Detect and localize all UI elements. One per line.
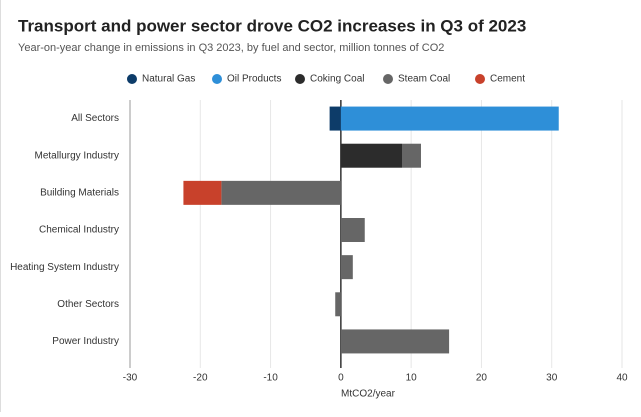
y-tick-label: Heating System Industry <box>10 262 119 273</box>
legend-swatch <box>475 74 485 84</box>
x-tick-label: 0 <box>338 373 344 384</box>
bar <box>183 180 222 205</box>
legend-label: Steam Coal <box>398 74 450 85</box>
bar <box>340 218 365 242</box>
legend-label: Cement <box>490 74 525 85</box>
legend-label: Oil Products <box>227 74 281 85</box>
x-tick-label: -30 <box>123 373 138 384</box>
x-tick-label: -10 <box>263 373 278 384</box>
bar <box>340 106 559 131</box>
legend-swatch <box>383 74 393 84</box>
bar <box>340 329 450 354</box>
y-tick-label: Other Sectors <box>57 299 119 310</box>
y-tick-label: Metallurgy Industry <box>35 150 119 161</box>
legend-label: Coking Coal <box>310 74 364 85</box>
x-axis-label: MtCO2/year <box>341 389 396 400</box>
legend-swatch <box>127 74 137 84</box>
x-tick-label: -20 <box>193 373 208 384</box>
chart-title: Transport and power sector drove CO2 inc… <box>18 16 526 35</box>
bar <box>402 143 421 168</box>
x-tick-label: 30 <box>546 373 558 384</box>
bar <box>340 255 353 280</box>
x-tick-label: 10 <box>406 373 418 384</box>
bar <box>335 292 341 317</box>
legend-swatch <box>212 74 222 84</box>
bar <box>340 143 403 168</box>
bar <box>329 106 341 131</box>
bar <box>221 180 341 205</box>
legend-swatch <box>295 74 305 84</box>
y-tick-label: Power Industry <box>52 336 119 347</box>
x-tick-label: 40 <box>616 373 628 384</box>
legend-label: Natural Gas <box>142 74 195 85</box>
y-tick-label: All Sectors <box>71 113 119 124</box>
y-tick-label: Chemical Industry <box>39 225 119 236</box>
x-tick-label: 20 <box>476 373 488 384</box>
y-tick-label: Building Materials <box>40 187 119 198</box>
chart-subtitle: Year-on-year change in emissions in Q3 2… <box>18 42 444 54</box>
